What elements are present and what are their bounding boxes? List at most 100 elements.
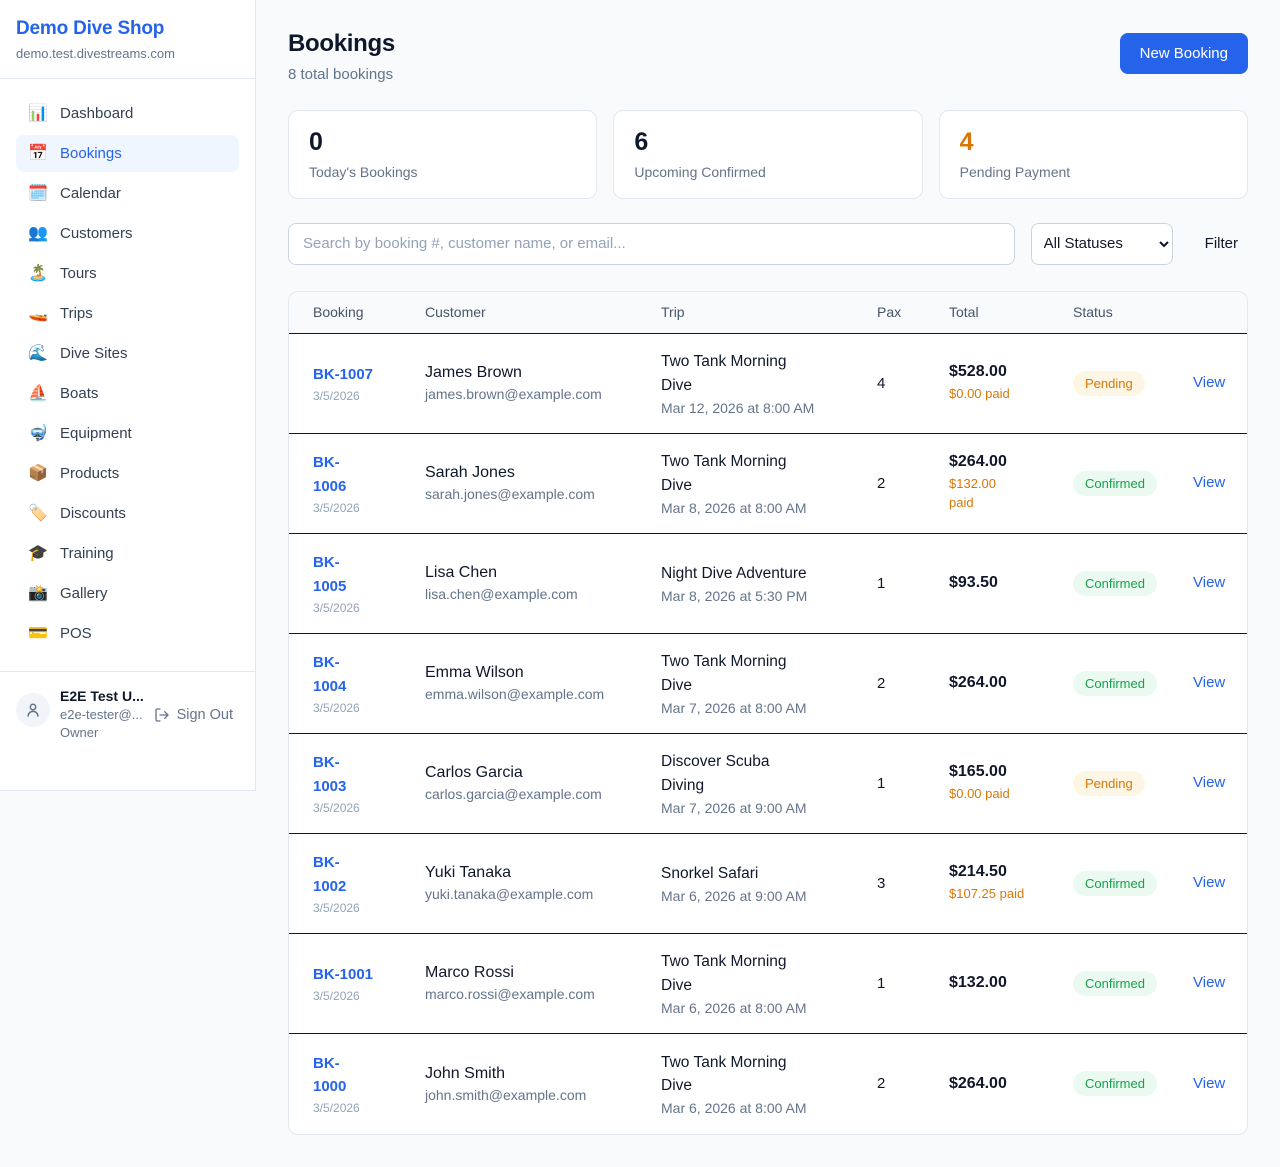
wave-icon: 🌊: [28, 344, 48, 362]
sidebar-item-label: Discounts: [60, 505, 126, 522]
column-header-trip: Trip: [661, 304, 685, 320]
sign-out-button[interactable]: Sign Out: [148, 706, 239, 724]
pax-count: 3: [877, 874, 886, 892]
trip-time: Mar 6, 2026 at 8:00 AM: [661, 1100, 807, 1117]
sign-out-label: Sign Out: [176, 707, 233, 723]
table-row: BK- 1005 3/5/2026 Lisa Chen lisa.chen@ex…: [289, 534, 1247, 634]
search-input[interactable]: [288, 222, 1015, 265]
sidebar-item-dashboard[interactable]: 📊 Dashboard: [16, 95, 239, 132]
sidebar-item-tours[interactable]: 🏝️ Tours: [16, 255, 239, 292]
sidebar-item-trips[interactable]: 🚤 Trips: [16, 295, 239, 332]
booking-date: 3/5/2026: [313, 800, 360, 815]
sidebar-item-dive-sites[interactable]: 🌊 Dive Sites: [16, 335, 239, 372]
view-booking-link[interactable]: View: [1193, 474, 1226, 491]
booking-id-link[interactable]: BK- 1003: [313, 754, 347, 795]
bar-chart-icon: 📊: [28, 104, 48, 122]
stat-label: Upcoming Confirmed: [634, 163, 766, 180]
stat-card-upcoming-confirmed: 6 Upcoming Confirmed: [613, 110, 923, 199]
new-booking-button[interactable]: New Booking: [1119, 33, 1248, 74]
stats-cards: 0 Today's Bookings 6 Upcoming Confirmed …: [288, 110, 1248, 199]
sidebar-item-label: Bookings: [60, 145, 122, 162]
sidebar-header: Demo Dive Shop demo.test.divestreams.com: [0, 0, 255, 79]
page-header: Bookings 8 total bookings New Booking: [288, 30, 1248, 83]
view-booking-link[interactable]: View: [1193, 874, 1226, 891]
column-header-booking: Booking: [313, 304, 364, 320]
sidebar-item-calendar[interactable]: 🗓️ Calendar: [16, 175, 239, 212]
view-booking-link[interactable]: View: [1193, 974, 1226, 991]
booking-date: 3/5/2026: [313, 700, 360, 715]
customer-name: Lisa Chen: [425, 564, 498, 581]
view-booking-link[interactable]: View: [1193, 1074, 1226, 1092]
customer-name: Carlos Garcia: [425, 764, 523, 781]
user-role: Owner: [60, 725, 99, 740]
booking-id-link[interactable]: BK-1001: [313, 965, 374, 983]
sidebar-item-training[interactable]: 🎓 Training: [16, 535, 239, 572]
stat-label: Today's Bookings: [309, 163, 418, 180]
pax-count: 1: [877, 774, 886, 792]
people-icon: 👥: [28, 224, 48, 242]
sidebar-item-boats[interactable]: ⛵ Boats: [16, 375, 239, 412]
user-email: e2e-tester@...: [60, 707, 143, 722]
user-info: E2E Test U... e2e-tester@... Owner: [60, 688, 144, 740]
booking-id-link[interactable]: BK- 1002: [313, 854, 347, 895]
trip-name: Two Tank Morning Dive: [661, 953, 787, 994]
customer-email: emma.wilson@example.com: [425, 686, 605, 702]
table-row: BK- 1004 3/5/2026 Emma Wilson emma.wilso…: [289, 634, 1247, 734]
stat-card-today-s-bookings: 0 Today's Bookings: [288, 110, 598, 199]
booking-id-link[interactable]: BK-1007: [313, 365, 374, 383]
trip-time: Mar 7, 2026 at 8:00 AM: [661, 699, 807, 716]
pax-count: 4: [877, 374, 886, 392]
customer-email: james.brown@example.com: [425, 386, 602, 402]
trip-name: Snorkel Safari: [661, 864, 759, 882]
view-booking-link[interactable]: View: [1193, 574, 1226, 591]
view-booking-link[interactable]: View: [1193, 374, 1226, 391]
booking-date: 3/5/2026: [313, 389, 360, 404]
trip-time: Mar 8, 2026 at 8:00 AM: [661, 499, 807, 516]
sidebar-item-label: POS: [60, 625, 92, 642]
paid-amount-note: $107.25 paid: [949, 885, 1025, 901]
filter-button[interactable]: Filter: [1195, 235, 1248, 252]
sidebar-item-equipment[interactable]: 🤿 Equipment: [16, 415, 239, 452]
pax-count: 2: [877, 474, 886, 492]
sidebar-item-customers[interactable]: 👥 Customers: [16, 215, 239, 252]
pax-count: 1: [877, 574, 886, 592]
status-badge: Confirmed: [1073, 670, 1157, 696]
stat-label: Pending Payment: [959, 163, 1071, 180]
sidebar-item-pos[interactable]: 💳 POS: [16, 615, 239, 652]
stat-value: 0: [309, 128, 323, 156]
pax-count: 2: [877, 674, 886, 692]
view-booking-link[interactable]: View: [1193, 774, 1226, 791]
sidebar-item-bookings[interactable]: 📅 Bookings: [16, 135, 239, 172]
table-row: BK- 1002 3/5/2026 Yuki Tanaka yuki.tanak…: [289, 834, 1247, 934]
column-header-total: Total: [949, 304, 979, 320]
customer-name: John Smith: [425, 1064, 506, 1082]
customer-name: Marco Rossi: [425, 964, 514, 981]
total-amount: $264.00: [949, 1074, 1007, 1092]
sidebar-item-label: Boats: [60, 385, 99, 402]
column-header-status: Status: [1073, 304, 1113, 320]
table-row: BK- 1000 3/5/2026 John Smith john.smith@…: [289, 1034, 1247, 1134]
customer-name: James Brown: [425, 364, 522, 381]
sidebar-item-label: Equipment: [60, 425, 132, 442]
sidebar-item-gallery[interactable]: 📸 Gallery: [16, 575, 239, 612]
camera-icon: 📸: [28, 584, 48, 602]
sidebar-item-products[interactable]: 📦 Products: [16, 455, 239, 492]
tag-icon: 🏷️: [28, 504, 48, 522]
customer-email: lisa.chen@example.com: [425, 586, 578, 602]
trip-time: Mar 6, 2026 at 9:00 AM: [661, 888, 807, 905]
trip-name: Discover Scuba Diving: [661, 753, 770, 794]
diving-mask-icon: 🤿: [28, 424, 48, 442]
trip-name: Two Tank Morning Dive: [661, 453, 787, 494]
customer-email: marco.rossi@example.com: [425, 986, 595, 1002]
booking-id-link[interactable]: BK- 1000: [313, 1054, 347, 1095]
table-row: BK- 1006 3/5/2026 Sarah Jones sarah.jone…: [289, 434, 1247, 534]
booking-id-link[interactable]: BK- 1005: [313, 554, 347, 595]
booking-id-link[interactable]: BK- 1006: [313, 454, 347, 495]
status-filter-select[interactable]: All Statuses: [1030, 222, 1173, 265]
shop-name: Demo Dive Shop: [16, 18, 165, 39]
booking-id-link[interactable]: BK- 1004: [313, 654, 347, 695]
sidebar-item-label: Gallery: [60, 585, 108, 602]
view-booking-link[interactable]: View: [1193, 674, 1226, 691]
sidebar-item-discounts[interactable]: 🏷️ Discounts: [16, 495, 239, 532]
booking-date: 3/5/2026: [313, 600, 360, 615]
